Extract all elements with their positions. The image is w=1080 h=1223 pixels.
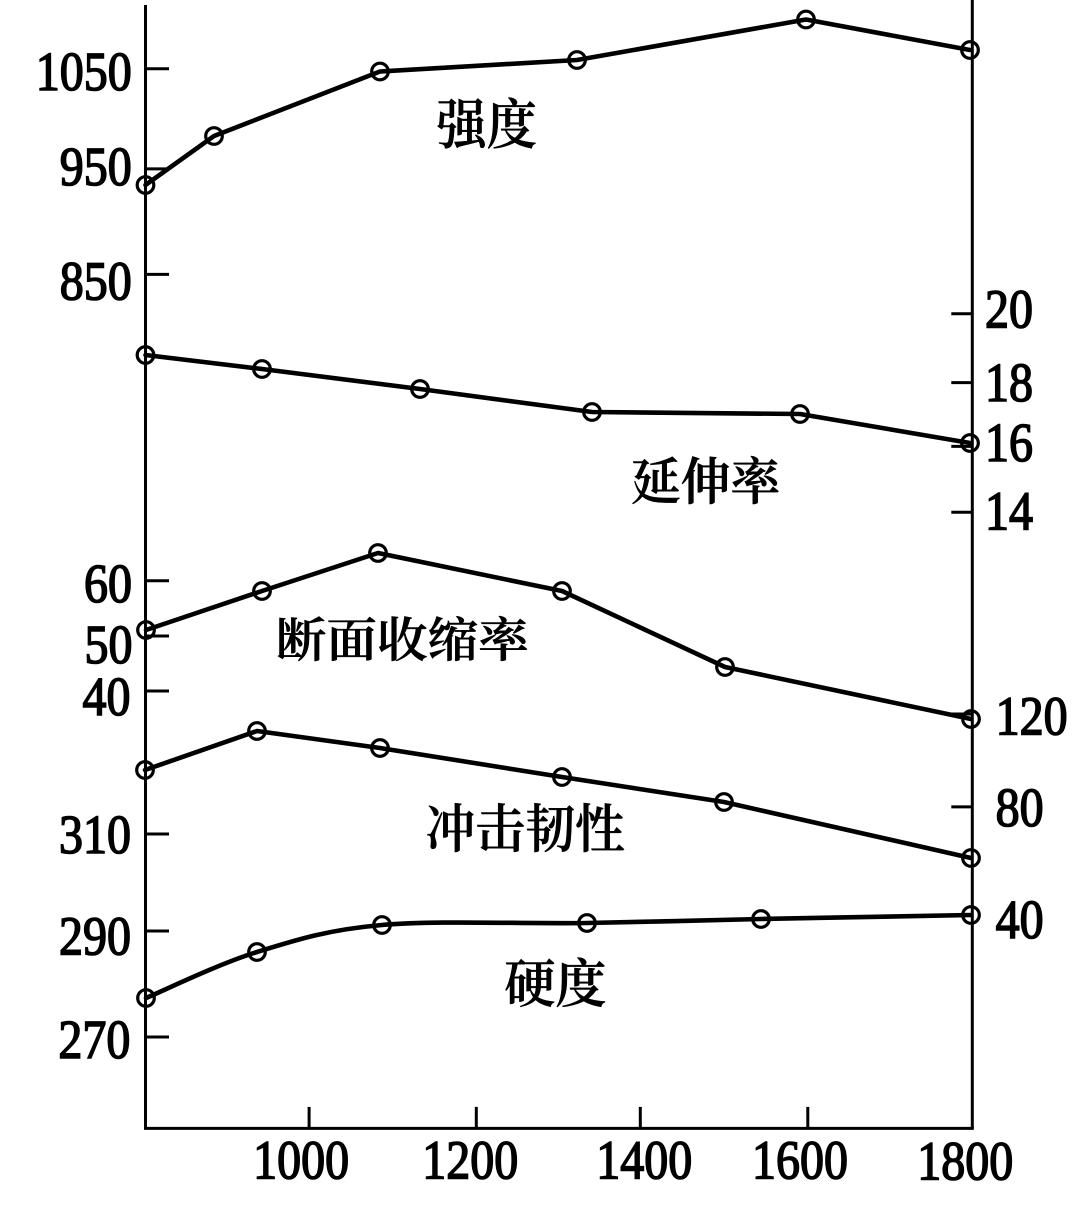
svg-text:1200: 1200 [422,1130,518,1191]
svg-text:1000: 1000 [253,1130,349,1191]
svg-text:120: 120 [996,686,1068,747]
svg-text:40: 40 [996,890,1044,951]
svg-text:14: 14 [985,481,1033,542]
svg-text:80: 80 [996,778,1044,839]
svg-text:310: 310 [59,805,131,866]
svg-text:16: 16 [985,413,1033,474]
svg-text:18: 18 [985,353,1033,414]
svg-text:1600: 1600 [752,1130,848,1191]
svg-text:290: 290 [59,906,131,967]
svg-text:20: 20 [985,279,1033,340]
svg-text:1800: 1800 [917,1131,1013,1192]
svg-text:850: 850 [60,251,132,312]
svg-text:50: 50 [85,615,133,676]
svg-text:270: 270 [58,1010,130,1071]
svg-text:1050: 1050 [36,42,132,103]
svg-text:950: 950 [60,137,132,198]
svg-text:1400: 1400 [596,1130,692,1191]
svg-text:40: 40 [83,667,131,728]
svg-text:60: 60 [84,554,132,615]
